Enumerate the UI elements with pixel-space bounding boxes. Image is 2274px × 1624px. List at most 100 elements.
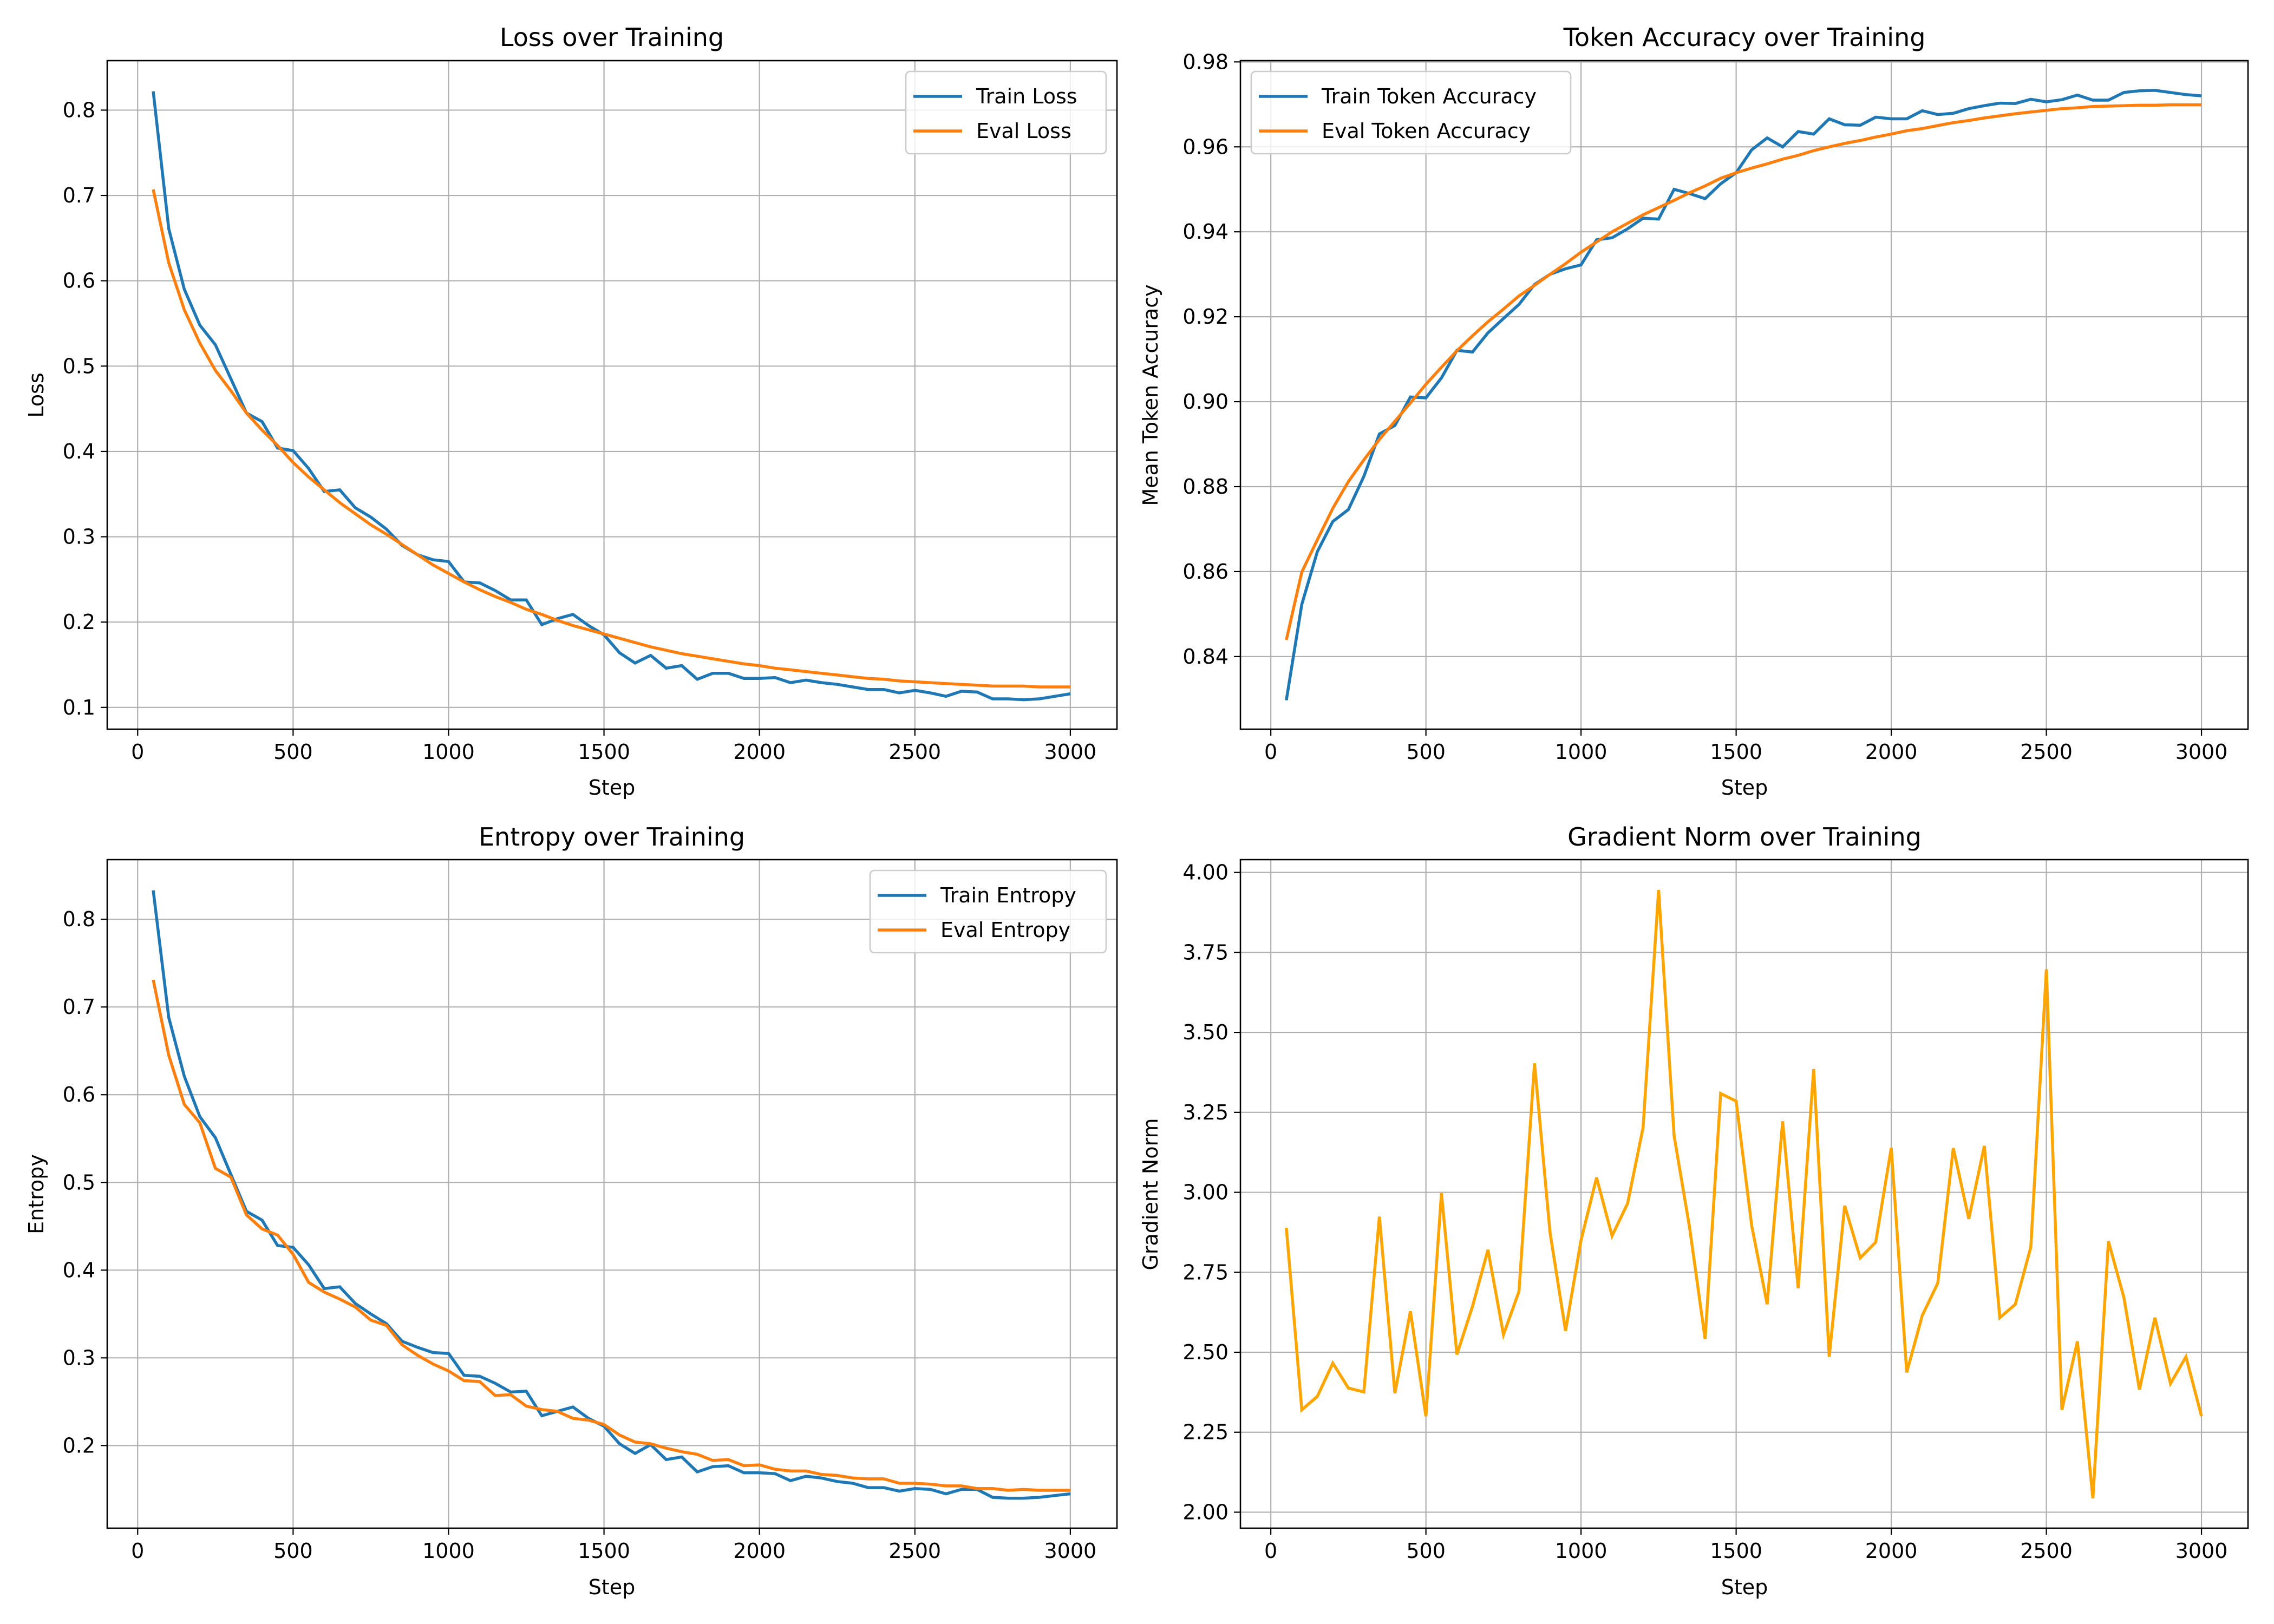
accuracy-x-tick-label: 0 <box>1264 740 1277 764</box>
loss-x-tick-label: 3000 <box>1044 740 1097 764</box>
entropy-axes-frame <box>106 859 1118 1529</box>
entropy-legend: Train Entropy Eval Entropy <box>869 869 1107 954</box>
accuracy-y-tick-label: 0.88 <box>1182 475 1229 499</box>
grad-norm-y-tick-label: 3.50 <box>1182 1020 1229 1044</box>
accuracy-x-tick-label: 2000 <box>1865 740 1918 764</box>
entropy-x-tick-label: 2000 <box>733 1539 786 1563</box>
grad-norm-x-tick-label: 1500 <box>1710 1539 1762 1563</box>
accuracy-x-tick-label: 1500 <box>1710 740 1762 764</box>
grad-norm-plot-area: 0 500 1000 1500 2000 2500 3000 2.00 2.25 2.50 2.75… <box>1182 859 2249 1563</box>
grad-norm-y-tick-label: 4.00 <box>1182 861 1229 885</box>
grad-norm-series-gradient-norm <box>1285 889 2203 1499</box>
loss-series-eval-loss <box>152 189 1070 689</box>
loss-x-axis-label: Step <box>589 776 636 800</box>
loss-legend: Train Loss Eval Loss <box>905 70 1107 155</box>
grad-norm-x-tick-label: 0 <box>1264 1539 1277 1563</box>
loss-y-tick-label: 0.3 <box>63 525 95 549</box>
accuracy-y-tick-label: 0.84 <box>1182 645 1229 669</box>
accuracy-y-axis-label: Mean Token Accuracy <box>1139 284 1162 506</box>
accuracy-plot-area: 0 500 1000 1500 2000 2500 3000 0.84 0.86 0.88 0.90… <box>1182 50 2249 764</box>
loss-plot-area: 0 500 1000 1500 2000 2500 3000 0.1 0.2 0.3 0.4 0.5 0… <box>63 60 1118 764</box>
grad-norm-y-tick-label: 2.50 <box>1182 1340 1229 1364</box>
loss-chart-title: Loss over Training <box>500 23 724 52</box>
entropy-x-tick-label: 3000 <box>1044 1539 1097 1563</box>
loss-x-tick-label: 1500 <box>578 740 630 764</box>
entropy-y-tick-label: 0.7 <box>63 995 95 1019</box>
accuracy-y-tick-label: 0.98 <box>1182 50 1229 74</box>
accuracy-chart-title: Token Accuracy over Training <box>1563 23 1926 52</box>
loss-x-tick-label: 2500 <box>888 740 941 764</box>
loss-y-tick-label: 0.7 <box>63 184 95 207</box>
entropy-x-tick-label: 0 <box>131 1539 144 1563</box>
grad-norm-y-axis-label: Gradient Norm <box>1139 1118 1162 1270</box>
entropy-legend-label: Eval Entropy <box>940 918 1070 942</box>
accuracy-x-tick-label: 3000 <box>2175 740 2228 764</box>
loss-x-tick-label: 0 <box>131 740 144 764</box>
loss-axes-frame <box>106 60 1118 730</box>
entropy-x-axis-label: Step <box>589 1575 636 1599</box>
loss-panel: 0 500 1000 1500 2000 2500 3000 0.1 0.2 0.3 0.4 0.5 0… <box>24 23 1118 800</box>
entropy-chart-title: Entropy over Training <box>479 822 745 852</box>
entropy-legend-label: Train Entropy <box>940 883 1076 907</box>
entropy-series-eval-entropy <box>152 979 1070 1492</box>
accuracy-y-tick-label: 0.86 <box>1182 560 1229 584</box>
accuracy-legend-label: Train Token Accuracy <box>1321 84 1537 108</box>
accuracy-x-tick-label: 500 <box>1406 740 1446 764</box>
grad-norm-x-axis-label: Step <box>1721 1575 1768 1599</box>
grad-norm-y-tick-label: 3.75 <box>1182 940 1229 964</box>
accuracy-panel: 0 500 1000 1500 2000 2500 3000 0.84 0.86 0.88 0.90… <box>1139 23 2249 800</box>
loss-legend-label: Train Loss <box>976 84 1077 108</box>
grad-norm-x-tick-label: 2000 <box>1865 1539 1918 1563</box>
loss-series-train-loss <box>152 91 1071 702</box>
loss-y-tick-label: 0.2 <box>63 610 95 634</box>
grad-norm-x-tick-label: 1000 <box>1555 1539 1608 1563</box>
entropy-x-tick-label: 1500 <box>578 1539 630 1563</box>
entropy-x-tick-label: 2500 <box>888 1539 941 1563</box>
grad-norm-panel: 0 500 1000 1500 2000 2500 3000 2.00 2.25 2.50 2.75… <box>1139 822 2249 1599</box>
entropy-plot-area: 0 500 1000 1500 2000 2500 3000 0.2 0.3 0.4 0.5 0.6 0… <box>63 859 1118 1563</box>
entropy-y-tick-label: 0.4 <box>63 1258 95 1282</box>
entropy-y-tick-label: 0.8 <box>63 907 95 931</box>
accuracy-series-eval-token-accuracy <box>1285 103 2202 640</box>
accuracy-x-axis-label: Step <box>1721 776 1768 800</box>
entropy-series-train-entropy <box>152 890 1071 1500</box>
loss-y-tick-label: 0.1 <box>63 696 95 719</box>
accuracy-y-tick-label: 0.96 <box>1182 135 1229 159</box>
accuracy-x-tick-label: 2500 <box>2020 740 2073 764</box>
accuracy-y-tick-label: 0.94 <box>1182 220 1229 244</box>
loss-y-tick-label: 0.6 <box>63 269 95 293</box>
loss-y-tick-label: 0.8 <box>63 98 95 122</box>
entropy-x-tick-label: 1000 <box>422 1539 475 1563</box>
grad-norm-axes-frame <box>1239 859 2249 1529</box>
loss-y-tick-label: 0.4 <box>63 440 95 463</box>
grad-norm-y-tick-label: 3.00 <box>1182 1181 1229 1204</box>
loss-legend-label: Eval Loss <box>976 119 1071 143</box>
grad-norm-x-tick-label: 500 <box>1406 1539 1446 1563</box>
entropy-y-tick-label: 0.3 <box>63 1346 95 1370</box>
grad-norm-x-tick-label: 3000 <box>2175 1539 2228 1563</box>
loss-y-axis-label: Loss <box>24 372 48 417</box>
accuracy-legend: Train Token Accuracy Eval Token Accuracy <box>1250 70 1572 155</box>
accuracy-legend-box <box>1250 70 1572 155</box>
loss-x-tick-label: 1000 <box>422 740 475 764</box>
accuracy-axes-frame <box>1239 60 2249 730</box>
loss-x-tick-label: 2000 <box>733 740 786 764</box>
entropy-panel: 0 500 1000 1500 2000 2500 3000 0.2 0.3 0.4 0.5 0.6 0… <box>24 822 1118 1599</box>
entropy-y-tick-label: 0.2 <box>63 1433 95 1457</box>
grad-norm-chart-title: Gradient Norm over Training <box>1567 822 1922 852</box>
grad-norm-x-tick-label: 2500 <box>2020 1539 2073 1563</box>
entropy-x-tick-label: 500 <box>273 1539 313 1563</box>
grad-norm-y-tick-label: 2.75 <box>1182 1260 1229 1284</box>
entropy-y-tick-label: 0.5 <box>63 1170 95 1194</box>
entropy-y-tick-label: 0.6 <box>63 1083 95 1106</box>
grad-norm-y-tick-label: 3.25 <box>1182 1101 1229 1124</box>
accuracy-series-train-token-accuracy <box>1285 89 2202 701</box>
grad-norm-y-tick-label: 2.00 <box>1182 1500 1229 1524</box>
grad-norm-y-tick-label: 2.25 <box>1182 1420 1229 1444</box>
accuracy-y-tick-label: 0.92 <box>1182 305 1229 329</box>
entropy-y-axis-label: Entropy <box>24 1154 48 1234</box>
loss-legend-box <box>905 70 1107 155</box>
loss-y-tick-label: 0.5 <box>63 354 95 378</box>
